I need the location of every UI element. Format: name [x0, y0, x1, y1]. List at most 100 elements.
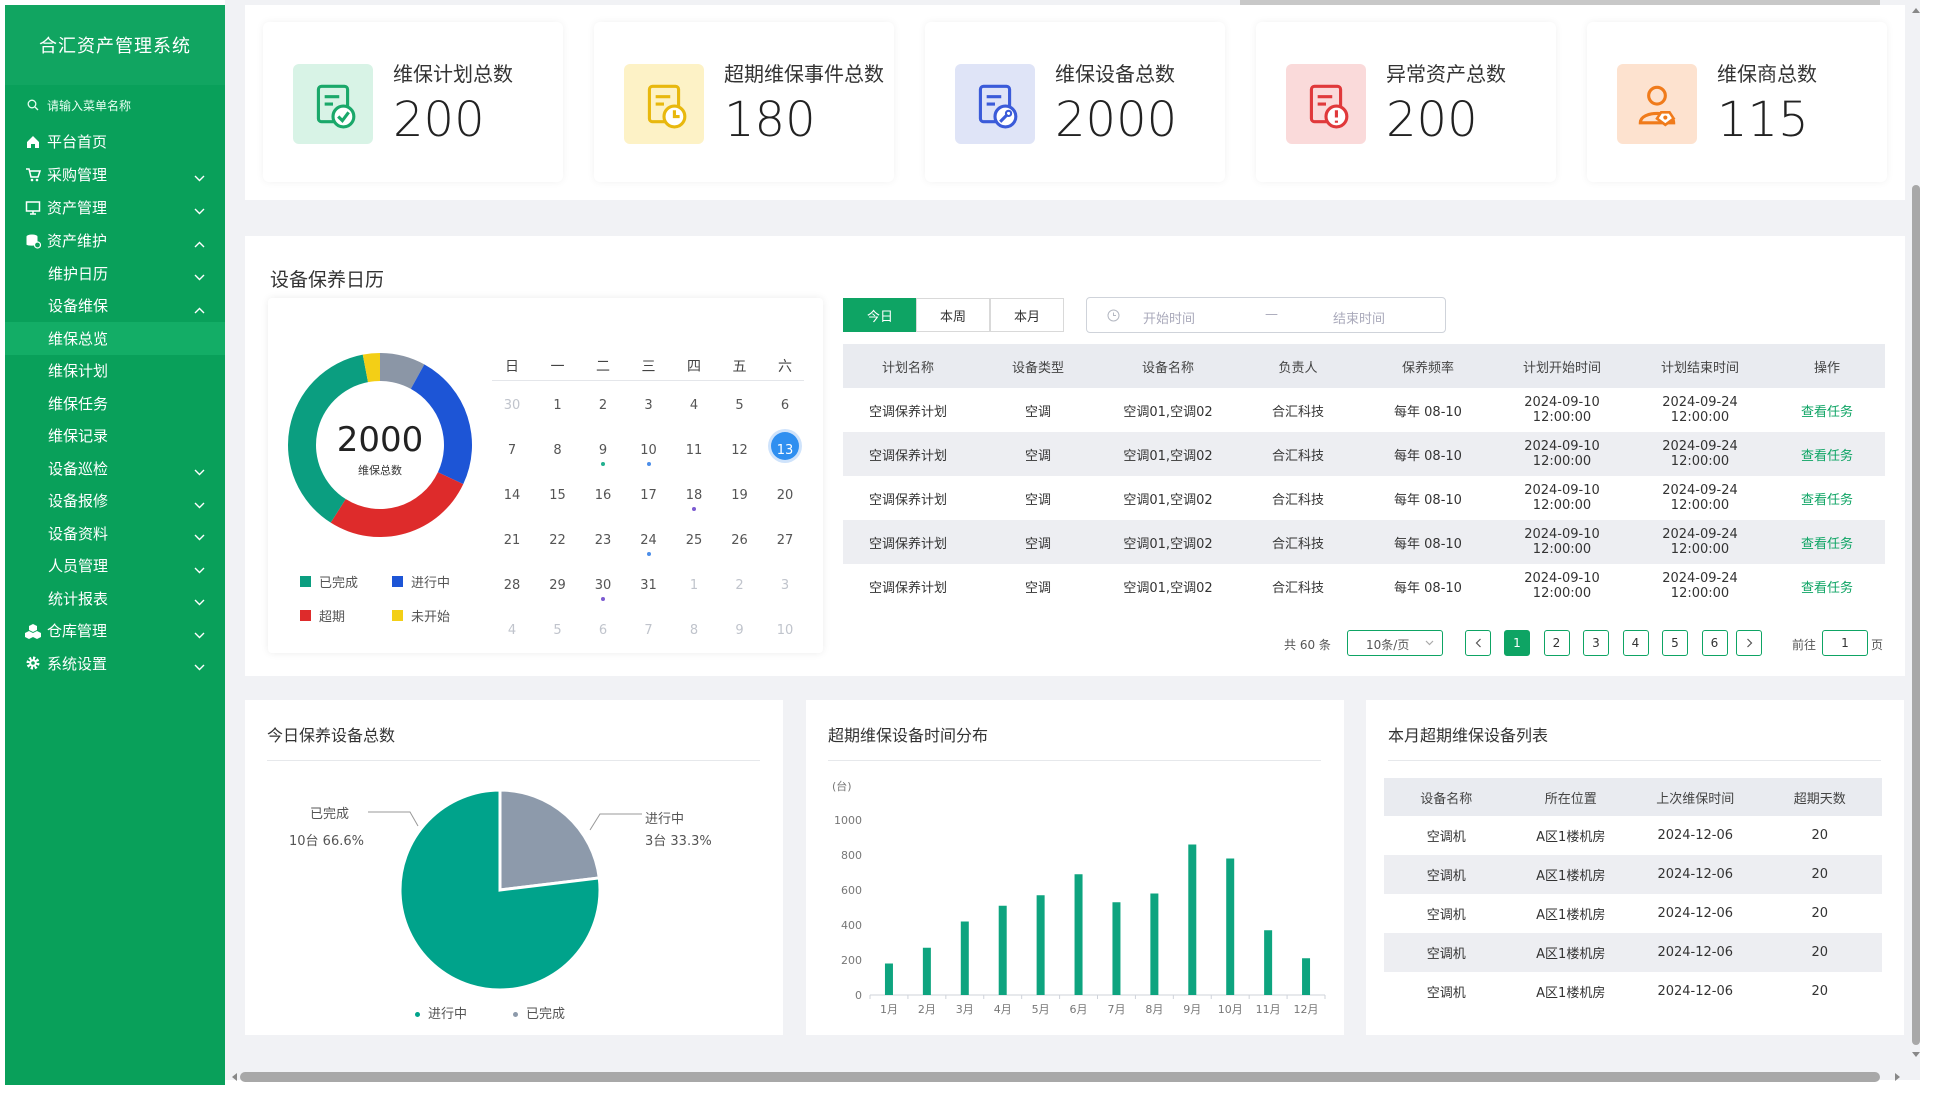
view-task-link[interactable]: 查看任务 — [1769, 520, 1885, 564]
sidebar-item-5[interactable]: 设备维保 — [5, 290, 225, 323]
calendar-day[interactable]: 31 — [629, 578, 669, 593]
sidebar-item-10[interactable]: 设备巡检 — [5, 452, 225, 485]
prev-page-button[interactable] — [1465, 630, 1491, 656]
calendar-day[interactable]: 6 — [583, 623, 623, 638]
calendar-day[interactable]: 10 — [629, 443, 669, 458]
calendar-day[interactable]: 6 — [765, 398, 805, 413]
sidebar-item-6[interactable]: 维保总览 — [5, 322, 225, 355]
scroll-right-icon[interactable] — [1892, 1071, 1902, 1083]
end-time-input[interactable]: 结束时间 — [1333, 312, 1386, 327]
sidebar-item-14[interactable]: 统计报表 — [5, 582, 225, 615]
sidebar-item-8[interactable]: 维保任务 — [5, 387, 225, 420]
calendar-day[interactable]: 22 — [538, 533, 578, 548]
calendar-day-label: 15 — [549, 488, 566, 503]
sidebar-item-7[interactable]: 维保计划 — [5, 355, 225, 388]
calendar-day[interactable]: 7 — [492, 443, 532, 458]
next-page-button[interactable] — [1736, 630, 1762, 656]
calendar-day[interactable]: 2 — [720, 578, 760, 593]
calendar-day[interactable]: 18 — [674, 488, 714, 503]
calendar-day[interactable]: 30 — [583, 578, 623, 593]
calendar-day[interactable]: 8 — [538, 443, 578, 458]
sidebar-item-16[interactable]: 系统设置 — [5, 647, 225, 680]
calendar-day[interactable]: 3 — [765, 578, 805, 593]
calendar-day[interactable]: 19 — [720, 488, 760, 503]
sidebar-item-2[interactable]: 资产管理 — [5, 191, 225, 224]
table-cell: 空调 — [1024, 492, 1051, 508]
calendar-day[interactable]: 9 — [583, 443, 623, 458]
date-range-picker[interactable]: 开始时间 — 结束时间 — [1086, 297, 1446, 333]
page-4-button[interactable]: 4 — [1622, 630, 1649, 656]
table-cell: 空调 — [1024, 404, 1051, 420]
calendar-day[interactable]: 16 — [583, 488, 623, 503]
sidebar-item-1[interactable]: 采购管理 — [5, 158, 225, 191]
table-cell: 空调01,空调02 — [1103, 520, 1233, 564]
page-5-button[interactable]: 5 — [1662, 630, 1688, 656]
page-3-button[interactable]: 3 — [1583, 630, 1609, 656]
calendar-day[interactable]: 23 — [583, 533, 623, 548]
sidebar-item-15[interactable]: 仓库管理 — [5, 615, 225, 648]
sidebar-item-4[interactable]: 维护日历 — [5, 257, 225, 290]
view-task-link[interactable]: 查看任务 — [1800, 492, 1853, 508]
goto-page-input[interactable]: 1 — [1822, 630, 1868, 656]
calendar-day[interactable]: 15 — [538, 488, 578, 503]
chevron-right-icon — [1746, 638, 1752, 648]
scroll-down-icon[interactable] — [1910, 1050, 1922, 1060]
calendar-day[interactable]: 4 — [492, 623, 532, 638]
calendar-day[interactable]: 8 — [674, 623, 714, 638]
sidebar-item-3[interactable]: 资产维护 — [5, 224, 225, 257]
calendar-day[interactable]: 2 — [583, 398, 623, 413]
calendar-day[interactable]: 26 — [720, 533, 760, 548]
tab-month[interactable]: 本月 — [990, 298, 1064, 332]
calendar-day[interactable]: 7 — [629, 623, 669, 638]
calendar-day[interactable]: 24 — [629, 533, 669, 548]
calendar-day[interactable]: 21 — [492, 533, 532, 548]
view-task-link[interactable]: 查看任务 — [1769, 432, 1885, 476]
page-1-button[interactable]: 1 — [1504, 630, 1530, 656]
weekday-header: 一 — [550, 359, 565, 375]
calendar-day[interactable]: 9 — [720, 623, 760, 638]
vertical-scrollbar[interactable] — [1912, 185, 1920, 1045]
scroll-left-icon[interactable] — [230, 1071, 240, 1083]
calendar-day[interactable]: 14 — [492, 488, 532, 503]
calendar-day[interactable]: 5 — [538, 623, 578, 638]
menu-search[interactable]: 请输入菜单名称 — [5, 85, 225, 125]
vendor-user-icon — [1617, 64, 1697, 144]
horizontal-scrollbar[interactable] — [240, 1072, 1880, 1082]
calendar-day[interactable]: 1 — [538, 398, 578, 413]
calendar-day[interactable]: 1 — [674, 578, 714, 593]
calendar-day[interactable]: 12 — [720, 443, 760, 458]
calendar-day[interactable]: 30 — [492, 398, 532, 413]
calendar-day[interactable]: 28 — [492, 578, 532, 593]
sidebar-item-11[interactable]: 设备报修 — [5, 485, 225, 518]
start-time-input[interactable]: 开始时间 — [1143, 312, 1196, 327]
sidebar-item-0[interactable]: 平台首页 — [5, 125, 225, 158]
page-6-button[interactable]: 6 — [1701, 630, 1728, 656]
page-2-button[interactable]: 2 — [1543, 630, 1570, 656]
table-cell: 20 — [1757, 933, 1882, 972]
calendar-day[interactable]: 5 — [720, 398, 760, 413]
calendar-day[interactable]: 11 — [674, 443, 714, 458]
calendar-day[interactable]: 10 — [765, 623, 805, 638]
tab-week[interactable]: 本周 — [916, 298, 990, 332]
calendar-day-today[interactable]: 13 — [765, 443, 805, 458]
plan-clock-icon — [624, 64, 704, 144]
sidebar-item-12[interactable]: 设备资料 — [5, 517, 225, 550]
legend-label: 未开始 — [411, 610, 451, 625]
calendar-day[interactable]: 3 — [629, 398, 669, 413]
scroll-up-icon[interactable] — [1910, 5, 1922, 15]
calendar-day[interactable]: 25 — [674, 533, 714, 548]
calendar-day[interactable]: 27 — [765, 533, 805, 548]
calendar-day-label: 4 — [507, 623, 517, 638]
calendar-day[interactable]: 20 — [765, 488, 805, 503]
sidebar-item-13[interactable]: 人员管理 — [5, 550, 225, 583]
calendar-day[interactable]: 4 — [674, 398, 714, 413]
page-size-select[interactable]: 10条/页 — [1347, 630, 1443, 656]
tab-today[interactable]: 今日 — [843, 298, 917, 332]
calendar-day[interactable]: 17 — [629, 488, 669, 503]
calendar-day[interactable]: 29 — [538, 578, 578, 593]
view-task-link[interactable]: 查看任务 — [1800, 580, 1853, 596]
sidebar-item-9[interactable]: 维保记录 — [5, 420, 225, 453]
table-header-row: 计划名称 设备类型 设备名称 负责人 保养频率 计划开始时间 计划结束时间 操作 — [843, 344, 1885, 388]
overdue-table: 设备名称 所在位置 上次维保时间 超期天数 空调机 A区1楼机房 2024-12-06 20 空… — [1384, 778, 1882, 1011]
view-task-link[interactable]: 查看任务 — [1800, 404, 1853, 420]
